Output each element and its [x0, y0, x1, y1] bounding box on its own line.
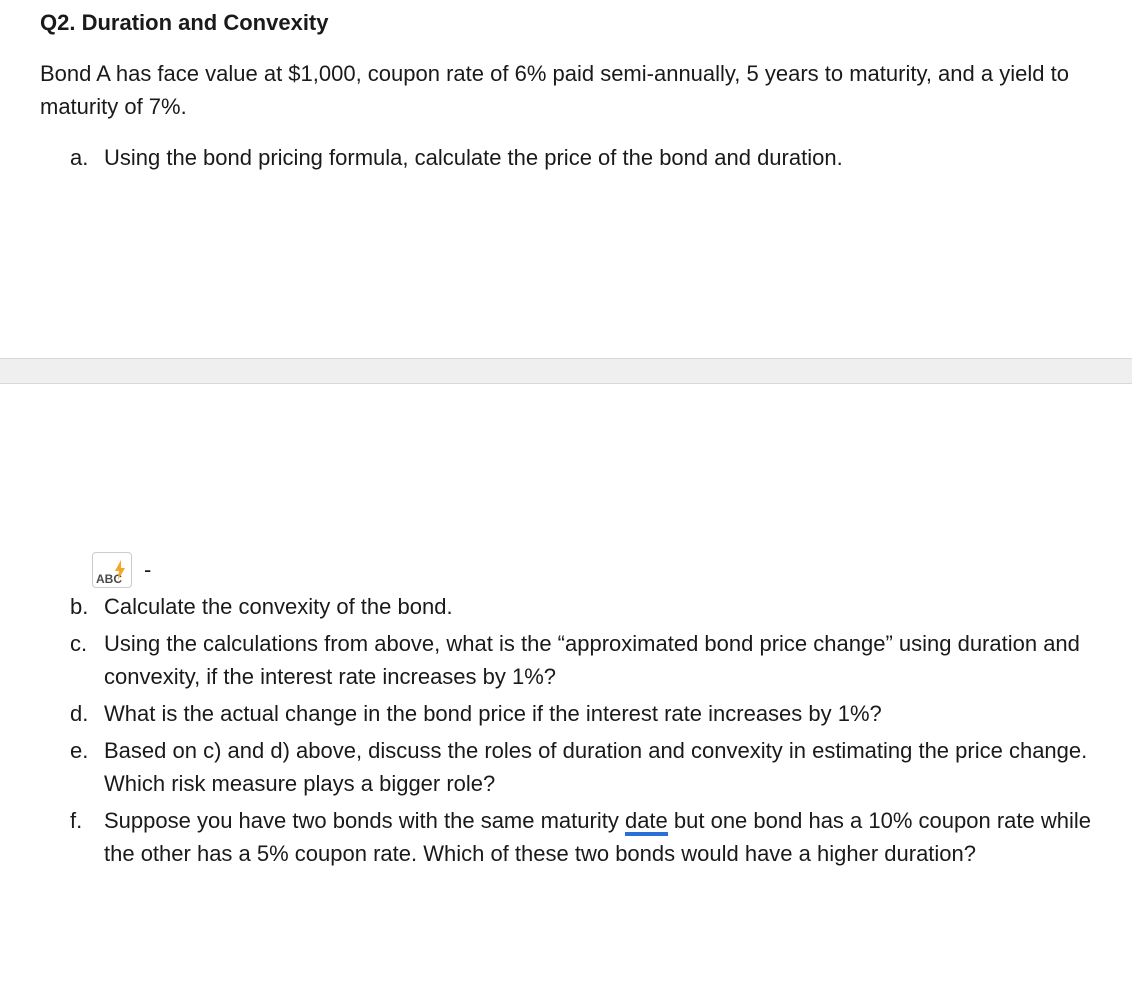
spacer	[0, 384, 1132, 546]
spacer	[0, 198, 1132, 358]
list-text: Based on c) and d) above, discuss the ro…	[104, 734, 1092, 800]
list-item-a: a. Using the bond pricing formula, calcu…	[40, 141, 1092, 174]
list-item-b: b. Calculate the convexity of the bond.	[40, 590, 1092, 623]
list-marker: e.	[70, 734, 104, 800]
question-body-section: ABC - b. Calculate the convexity of the …	[0, 546, 1132, 914]
list-text: What is the actual change in the bond pr…	[104, 697, 1092, 730]
list-text: Using the bond pricing formula, calculat…	[104, 141, 1092, 174]
list-item-e: e. Based on c) and d) above, discuss the…	[40, 734, 1092, 800]
list-marker: d.	[70, 697, 104, 730]
intro-paragraph: Bond A has face value at $1,000, coupon …	[40, 57, 1092, 123]
autocorrect-indicator-row: ABC -	[40, 552, 1092, 588]
page-divider	[0, 358, 1132, 384]
list-marker: f.	[70, 804, 104, 870]
list-text: Calculate the convexity of the bond.	[104, 590, 1092, 623]
list-marker: b.	[70, 590, 104, 623]
list-marker: a.	[70, 141, 104, 174]
list-text: Using the calculations from above, what …	[104, 627, 1092, 693]
list-marker: c.	[70, 627, 104, 693]
list-item-f: f. Suppose you have two bonds with the s…	[40, 804, 1092, 870]
question-header-section: Q2. Duration and Convexity Bond A has fa…	[0, 0, 1132, 198]
dash-text: -	[144, 559, 151, 581]
list-item-d: d. What is the actual change in the bond…	[40, 697, 1092, 730]
lightning-bolt-icon	[113, 556, 127, 589]
list-item-c: c. Using the calculations from above, wh…	[40, 627, 1092, 693]
text-pre: Suppose you have two bonds with the same…	[104, 808, 625, 833]
spellcheck-underline[interactable]: date	[625, 811, 668, 834]
list-text: Suppose you have two bonds with the same…	[104, 804, 1092, 870]
question-title: Q2. Duration and Convexity	[40, 6, 1092, 39]
autocorrect-icon[interactable]: ABC	[92, 552, 132, 588]
